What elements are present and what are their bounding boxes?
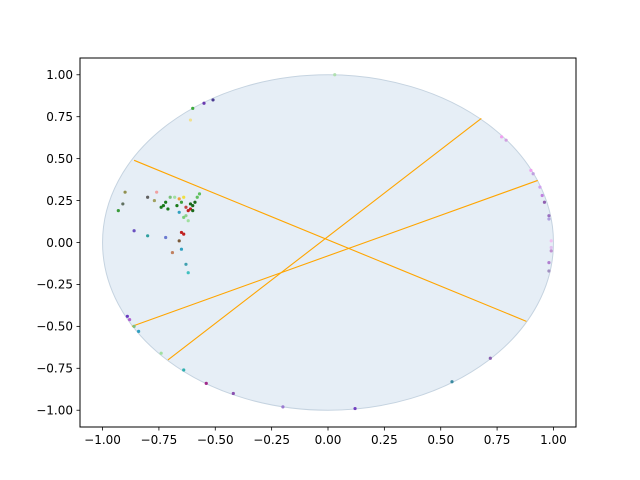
data-point — [182, 195, 186, 199]
data-point — [179, 200, 184, 204]
data-point — [146, 195, 150, 199]
data-point — [184, 262, 188, 266]
y-tick-label: 1.00 — [46, 68, 73, 82]
x-tick-label: 0.00 — [315, 433, 342, 447]
data-point — [170, 250, 175, 255]
x-tick-label: 0.75 — [484, 433, 511, 447]
x-tick-label: −1.00 — [84, 433, 121, 447]
y-axis: −1.00 −0.75 −0.50 −0.25 0.00 0.25 0.50 0.75 1.00 — [36, 68, 80, 418]
data-point — [549, 239, 553, 243]
data-point — [529, 168, 533, 172]
data-point — [179, 230, 184, 235]
data-point — [125, 314, 129, 318]
data-point — [146, 234, 150, 238]
data-point — [177, 210, 181, 214]
data-point — [191, 106, 195, 110]
data-point — [547, 269, 551, 273]
data-point — [195, 195, 199, 199]
data-point — [182, 215, 186, 219]
data-point — [159, 351, 163, 355]
data-point — [188, 202, 193, 206]
data-point — [132, 229, 136, 233]
data-point — [549, 245, 553, 250]
data-point — [132, 324, 136, 328]
y-tick-label: −0.75 — [36, 362, 73, 376]
plot-area — [102, 73, 554, 411]
data-point — [123, 190, 127, 194]
data-point — [186, 219, 190, 223]
data-point — [538, 185, 542, 189]
data-point — [193, 200, 197, 204]
y-tick-label: 0.50 — [46, 152, 73, 166]
data-point — [542, 200, 547, 204]
geodesic-lines — [131, 117, 538, 361]
data-point — [547, 261, 551, 265]
data-point — [128, 318, 132, 322]
geodesic-line-2 — [167, 117, 482, 361]
y-tick-label: −1.00 — [36, 404, 73, 418]
data-point — [168, 195, 172, 199]
data-point — [159, 205, 163, 209]
data-point — [173, 195, 177, 199]
data-point — [155, 190, 159, 194]
data-point — [353, 406, 357, 411]
data-point — [231, 391, 235, 396]
data-point — [179, 247, 184, 251]
data-point — [188, 118, 193, 122]
x-tick-label: −0.50 — [197, 433, 234, 447]
data-point — [161, 204, 166, 208]
data-point — [182, 232, 186, 236]
x-tick-label: −0.25 — [253, 433, 290, 447]
data-point — [547, 217, 551, 221]
data-point — [211, 98, 215, 102]
data-point — [177, 239, 181, 243]
data-point — [121, 202, 125, 206]
data-point — [188, 207, 193, 211]
y-tick-label: −0.50 — [36, 320, 73, 334]
x-tick-label: 1.00 — [540, 433, 567, 447]
data-point — [450, 380, 454, 384]
x-tick-label: 0.25 — [371, 433, 398, 447]
data-point — [191, 204, 195, 208]
data-point — [184, 214, 188, 218]
data-point — [500, 135, 504, 139]
data-point — [202, 101, 206, 105]
data-point — [175, 204, 179, 208]
x-tick-label: 0.50 — [427, 433, 454, 447]
data-point — [540, 193, 544, 198]
poincare-disk — [102, 74, 554, 411]
data-point — [166, 207, 170, 211]
data-point — [531, 172, 535, 176]
data-point — [281, 405, 285, 409]
data-point — [164, 200, 168, 204]
data-point — [191, 209, 195, 213]
data-point — [197, 192, 202, 196]
data-point — [204, 381, 208, 385]
data-point — [488, 356, 492, 360]
y-tick-label: −0.25 — [36, 278, 73, 292]
data-point — [177, 197, 181, 201]
data-point — [182, 368, 186, 372]
y-tick-label: 0.75 — [46, 110, 73, 124]
geodesic-line-1 — [133, 159, 527, 322]
y-tick-label: 0.00 — [46, 236, 73, 250]
x-tick-label: −0.75 — [141, 433, 178, 447]
data-point — [164, 235, 168, 240]
data-point — [137, 329, 141, 333]
data-point — [504, 138, 508, 142]
data-point — [116, 209, 120, 213]
x-axis: −1.00 −0.75 −0.50 −0.25 0.00 0.25 0.50 0.75 1.00 — [84, 427, 567, 447]
data-point — [333, 73, 337, 77]
y-tick-label: 0.25 — [46, 194, 73, 208]
data-point — [549, 249, 553, 253]
data-point — [184, 205, 188, 209]
geodesic-line-3 — [131, 179, 538, 327]
data-point — [152, 198, 156, 203]
data-point — [547, 214, 551, 218]
data-points — [116, 73, 553, 411]
data-point — [186, 271, 190, 275]
data-point — [186, 209, 190, 213]
